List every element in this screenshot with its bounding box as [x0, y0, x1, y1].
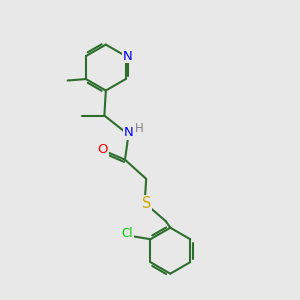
Text: O: O — [98, 143, 108, 157]
Text: N: N — [124, 126, 134, 139]
Text: H: H — [135, 122, 144, 135]
Text: S: S — [142, 196, 152, 211]
Text: Cl: Cl — [122, 227, 133, 240]
Text: N: N — [122, 50, 132, 63]
